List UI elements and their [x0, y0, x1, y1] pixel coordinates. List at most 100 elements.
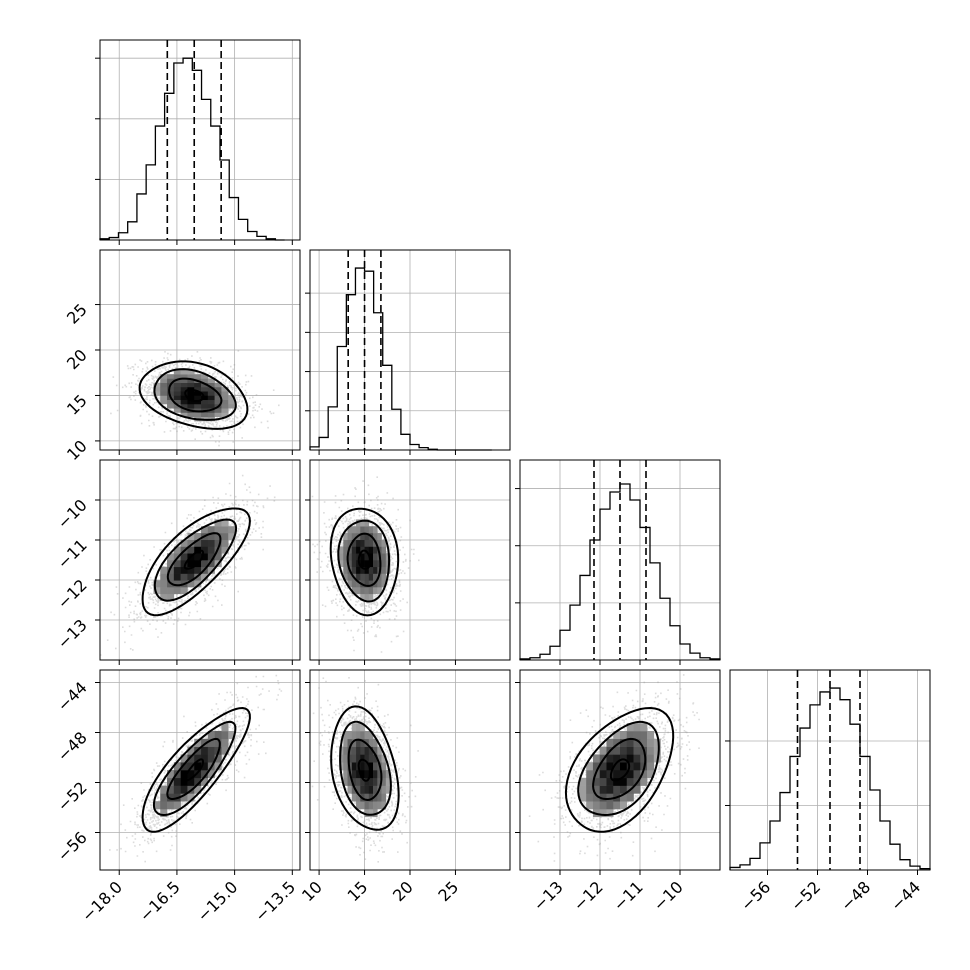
- density-cell: [180, 762, 188, 771]
- density-cell: [167, 553, 175, 561]
- density-cell: [377, 546, 382, 554]
- density-cell: [343, 573, 348, 581]
- density-cell: [377, 770, 382, 779]
- density-cell: [606, 762, 614, 771]
- density-cell: [586, 785, 594, 794]
- x-tick-label: −15.0: [193, 877, 241, 925]
- density-cell: [606, 777, 614, 786]
- density-cell: [613, 738, 621, 747]
- density-cell: [201, 403, 209, 409]
- density-cell: [606, 801, 614, 810]
- density-cell: [351, 731, 357, 740]
- density-cell: [620, 738, 628, 747]
- density-cell: [368, 593, 374, 601]
- density-cell: [228, 526, 236, 534]
- scatter-panel-0-1: [95, 249, 301, 455]
- density-cell: [613, 777, 621, 786]
- density-cell: [381, 553, 387, 561]
- density-cell: [221, 539, 229, 547]
- density-cell: [207, 412, 215, 418]
- density-cell: [368, 526, 374, 534]
- density-cell: [214, 408, 222, 413]
- density-cell: [360, 553, 365, 561]
- y-tick-label: 25: [63, 300, 91, 328]
- density-cell: [377, 573, 382, 581]
- density-cell: [214, 412, 222, 418]
- density-cell: [599, 762, 607, 771]
- contour-0: [183, 549, 205, 570]
- density-cell: [626, 731, 634, 740]
- density-cell: [360, 519, 365, 527]
- density-cell: [194, 777, 202, 786]
- density-cell: [381, 785, 387, 794]
- contour-0: [183, 758, 204, 782]
- density-cell: [180, 754, 188, 763]
- density-cell: [207, 526, 215, 534]
- density-cell: [214, 526, 222, 534]
- density-cell: [207, 403, 215, 409]
- density-cell: [214, 386, 222, 392]
- density-cell: [381, 762, 387, 771]
- density-cell: [180, 412, 188, 418]
- density-cell: [356, 754, 361, 763]
- density-cell: [180, 770, 188, 779]
- density-cell: [339, 560, 344, 568]
- density-cell: [167, 770, 175, 779]
- density-cell: [620, 785, 628, 794]
- density-cell: [360, 532, 365, 541]
- density-cell: [592, 762, 601, 771]
- density-cell: [194, 762, 202, 771]
- density-cell: [201, 399, 209, 405]
- density-cell: [579, 785, 587, 794]
- density-cell: [620, 731, 628, 740]
- density-cell: [606, 738, 614, 747]
- contour-2: [577, 720, 660, 817]
- density-cell: [187, 573, 195, 581]
- density-cell: [626, 754, 634, 763]
- density-cell: [647, 770, 655, 779]
- density-cell: [356, 539, 361, 547]
- density-cell: [633, 762, 641, 771]
- density-cell: [160, 378, 168, 383]
- density-cell: [180, 560, 188, 568]
- density-cell: [221, 532, 229, 541]
- density-cell: [221, 399, 229, 405]
- density-cell: [373, 777, 378, 786]
- density-cell: [214, 532, 222, 541]
- density-cell: [368, 731, 374, 740]
- density-cell: [221, 746, 229, 755]
- density-cell: [221, 395, 229, 401]
- density-cell: [167, 573, 175, 581]
- density-cell: [360, 526, 365, 534]
- density-cell: [360, 762, 365, 771]
- density-cell: [647, 754, 655, 763]
- density-cell: [207, 395, 215, 401]
- density-cell: [356, 580, 361, 588]
- density-cell: [201, 770, 209, 779]
- density-cell: [599, 770, 607, 779]
- density-cell: [173, 382, 181, 388]
- contour-1: [168, 377, 223, 413]
- histogram-bars: [309, 267, 492, 451]
- density-cell: [620, 801, 628, 810]
- contour-3: [138, 360, 249, 430]
- density-cell: [364, 777, 370, 786]
- density-cell: [221, 412, 229, 418]
- density-cell: [173, 399, 181, 405]
- density-cell: [187, 382, 195, 388]
- density-cell: [364, 546, 370, 554]
- density-cell: [381, 539, 387, 547]
- density-cell: [640, 723, 648, 732]
- density-cell: [356, 738, 361, 747]
- density-cell: [153, 580, 161, 588]
- density-cell: [356, 777, 361, 786]
- density-cell: [351, 580, 357, 588]
- density-cell: [167, 403, 175, 409]
- density-cell: [173, 369, 181, 375]
- density-cell: [180, 793, 188, 802]
- density-cell: [351, 526, 357, 534]
- density-cell: [160, 801, 168, 810]
- density-cell: [592, 801, 601, 810]
- x-tick-label: −10: [650, 877, 687, 914]
- density-cell: [364, 566, 370, 574]
